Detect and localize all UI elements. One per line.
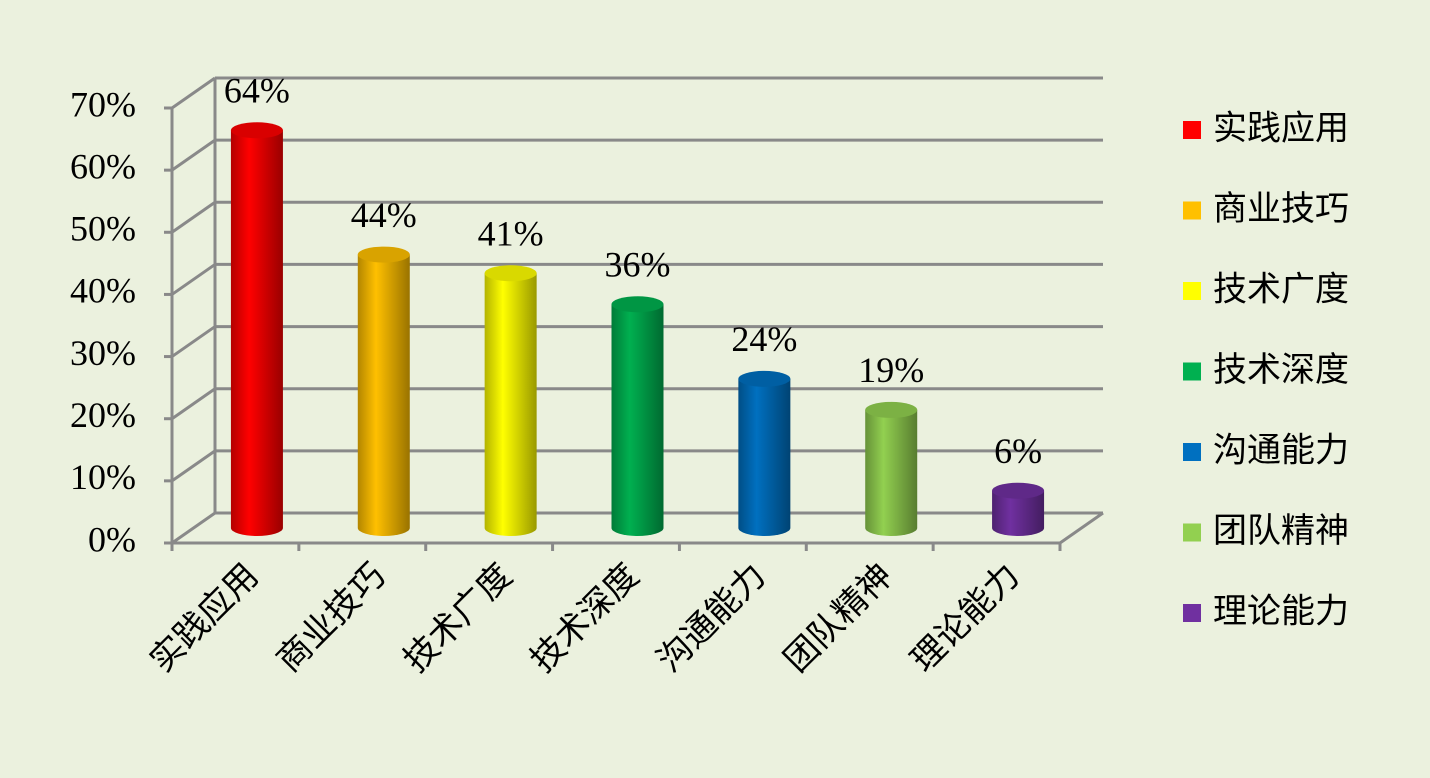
y-tick-label: 30%: [70, 333, 136, 373]
legend-swatch: [1183, 121, 1201, 139]
value-label: 44%: [351, 195, 417, 235]
y-tick-label: 50%: [70, 209, 136, 249]
y-tick-label: 40%: [70, 271, 136, 311]
value-label: 64%: [224, 71, 290, 111]
grid-line: [171, 201, 216, 234]
grid-line: [171, 263, 216, 296]
y-tick-label: 10%: [70, 457, 136, 497]
legend-swatch: [1183, 604, 1201, 622]
legend-swatch: [1183, 362, 1201, 381]
legend-swatch: [1183, 282, 1201, 300]
legend-label: 商业技巧: [1213, 189, 1349, 229]
bar: [738, 378, 791, 536]
x-tick-label: 商业技巧: [269, 556, 393, 680]
grid-line: [171, 138, 216, 172]
legend-label: 实践应用: [1213, 109, 1349, 149]
y-tick-label: 60%: [70, 146, 136, 186]
grid-line: [171, 449, 216, 483]
bar-top: [738, 370, 791, 387]
bar-top: [357, 246, 410, 263]
value-label: 6%: [994, 431, 1042, 471]
x-tick-label: 技术广度: [396, 556, 520, 680]
x-tick-label: 沟通能力: [649, 556, 773, 680]
bar-top: [230, 122, 283, 139]
value-label: 36%: [605, 245, 671, 285]
legend-label: 技术深度: [1213, 350, 1349, 390]
bar: [357, 254, 410, 537]
x-tick-label: 实践应用: [142, 556, 266, 680]
y-tick-label: 20%: [70, 395, 136, 435]
y-tick-label: 70%: [70, 84, 136, 124]
bar: [865, 409, 918, 536]
legend-swatch: [1183, 443, 1201, 461]
bar-top: [611, 296, 664, 313]
bar: [230, 130, 283, 537]
x-tick-label: 团队精神: [776, 556, 900, 680]
legend-label: 技术广度: [1213, 270, 1349, 310]
bar: [992, 490, 1045, 536]
bar-top: [484, 265, 537, 282]
bar: [484, 273, 537, 536]
legend-swatch: [1183, 201, 1201, 220]
bar: [611, 304, 664, 536]
legend-label: 团队精神: [1213, 511, 1349, 551]
grid-line: [171, 325, 216, 358]
value-label: 24%: [731, 319, 797, 359]
grid-line: [171, 76, 216, 110]
bar-top: [992, 482, 1045, 499]
x-tick-label: 理论能力: [903, 556, 1027, 680]
legend-label: 沟通能力: [1213, 431, 1349, 471]
grid-line: [171, 387, 216, 420]
grid-line: [171, 511, 216, 545]
y-tick-label: 0%: [88, 519, 136, 559]
bar-top: [865, 401, 918, 418]
x-tick-label: 技术深度: [523, 556, 647, 680]
axis-line: [1059, 511, 1104, 545]
value-label: 19%: [858, 350, 924, 390]
legend-label: 理论能力: [1213, 592, 1349, 632]
legend-swatch: [1183, 523, 1201, 542]
value-label: 41%: [478, 213, 544, 253]
